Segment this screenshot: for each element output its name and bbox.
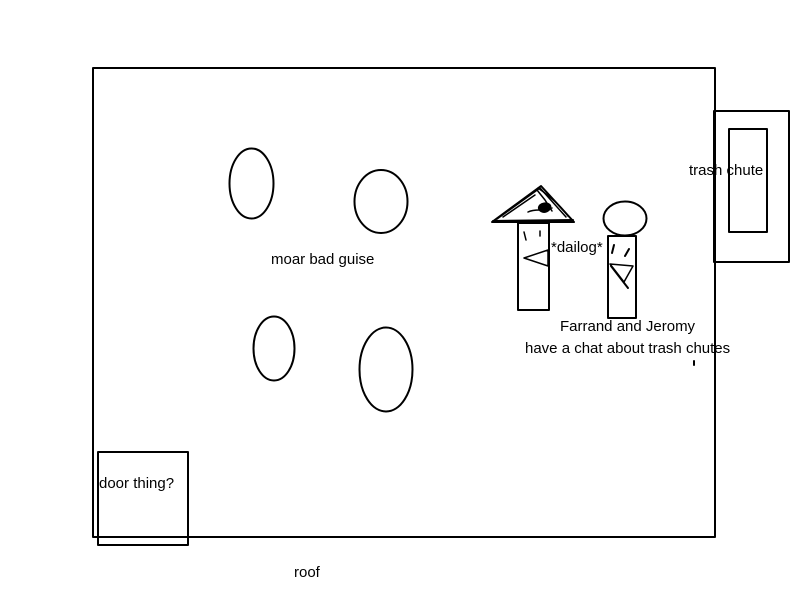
caption-line-1: Farrand and Jeromy bbox=[560, 318, 696, 335]
dialog-label: *dailog* bbox=[551, 239, 603, 256]
bad-guy-oval bbox=[353, 169, 409, 234]
roof-outline bbox=[92, 67, 716, 538]
farrand-figure bbox=[491, 185, 575, 311]
bad-guy-oval bbox=[228, 147, 275, 220]
trash-chute-outer bbox=[713, 110, 790, 263]
bad-guy-oval bbox=[252, 315, 296, 382]
door-label: door thing? bbox=[99, 475, 175, 492]
door-box bbox=[97, 451, 189, 546]
trash-chute-inner bbox=[728, 128, 768, 233]
caption-line-2: have a chat about trash chutes bbox=[525, 340, 731, 357]
bad-guy-oval bbox=[358, 326, 414, 413]
trash-chute-label: trash chute bbox=[689, 162, 764, 179]
jeromy-figure bbox=[602, 200, 648, 319]
bad-guys-label: moar bad guise bbox=[271, 251, 375, 268]
roof-label: roof bbox=[294, 564, 320, 581]
